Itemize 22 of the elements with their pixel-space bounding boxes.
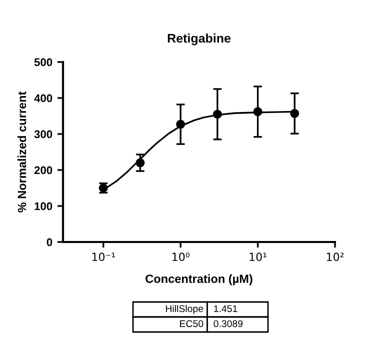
- chart-title: Retigabine: [168, 33, 231, 46]
- y-tick-label: 500: [34, 58, 52, 66]
- y-tick-label: 100: [34, 202, 52, 210]
- y-tick-label: 400: [34, 94, 52, 102]
- y-tick-label: 0: [46, 238, 52, 246]
- point: [212, 110, 222, 119]
- x-tick-label: 10²: [326, 252, 344, 262]
- point: [290, 108, 300, 118]
- text: 1.451: [214, 305, 238, 312]
- y-axis-title: % Normalized current: [17, 91, 26, 212]
- text: HillSlope: [166, 304, 204, 314]
- text: EC50: [180, 320, 204, 328]
- y-tick-label: 200: [34, 166, 52, 174]
- x-axis-title: Concentration (µM): [146, 274, 252, 286]
- point: [253, 107, 262, 116]
- point: [176, 120, 186, 129]
- y-tick-label: 300: [34, 130, 52, 138]
- text: 0.3089: [214, 320, 243, 328]
- point: [136, 158, 145, 168]
- x-tick-label: 10⁰: [172, 252, 190, 262]
- x-tick-label: 10⁻¹: [92, 252, 115, 262]
- x-tick-label: 10¹: [250, 252, 266, 262]
